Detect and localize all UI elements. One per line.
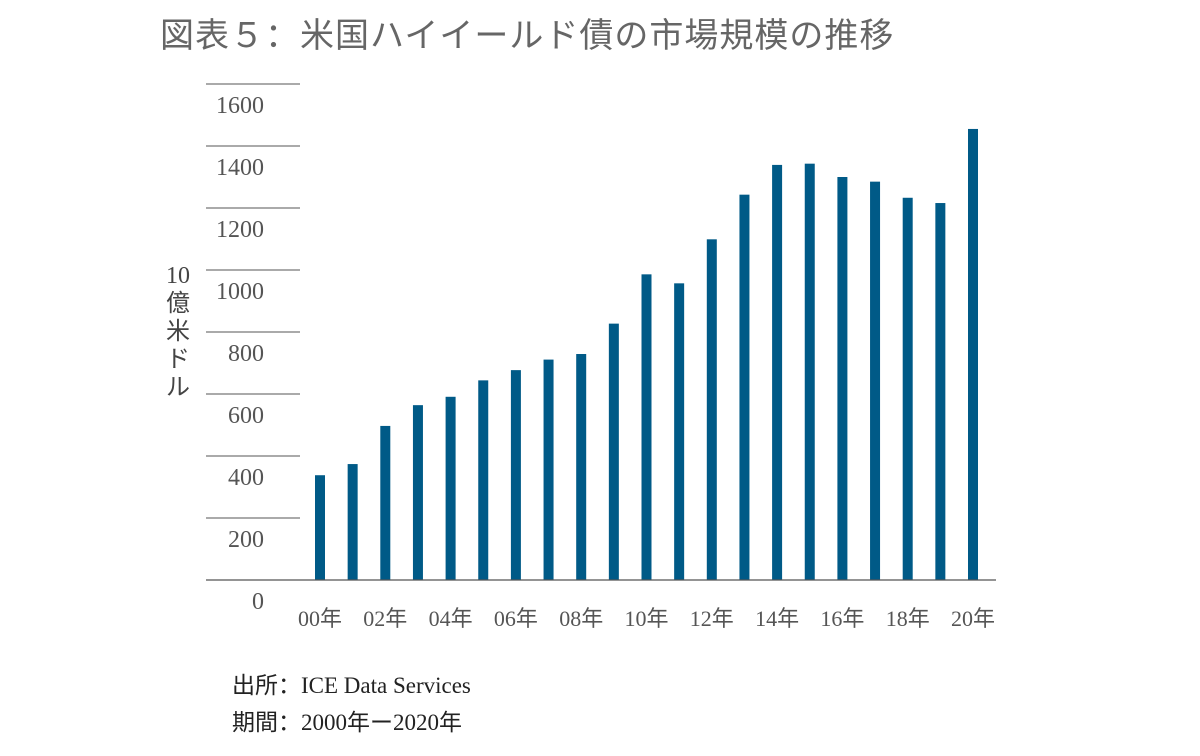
source-note: 出所：ICE Data Services [232, 673, 471, 698]
x-tick-label: 20年 [951, 606, 995, 631]
y-tick-label: 200 [228, 527, 264, 553]
x-tick-label: 00年 [298, 606, 342, 631]
x-tick-label: 16年 [820, 606, 864, 631]
chart-title: 図表５：米国ハイイールド債の市場規模の推移 [160, 18, 895, 55]
period-note: 期間：2000年ー2020年 [232, 710, 462, 735]
bar-19年 [935, 203, 946, 581]
bar-03年 [412, 405, 423, 580]
bar-00年 [315, 475, 325, 580]
y-tick-label: 600 [228, 403, 264, 429]
bar-08年 [576, 354, 587, 580]
bar-09年 [608, 323, 619, 580]
bar-06年 [510, 370, 521, 580]
y-tick-label: 1400 [216, 155, 264, 181]
x-tick-label: 12年 [690, 606, 734, 631]
x-tick-label: 06年 [494, 606, 538, 631]
x-tick-label: 18年 [886, 606, 930, 631]
y-tick-label: 800 [228, 341, 264, 367]
x-tick-label: 08年 [559, 606, 603, 631]
bar-20年 [968, 128, 978, 580]
y-tick-label: 1200 [216, 217, 264, 243]
bar-16年 [837, 177, 848, 580]
bar-11年 [674, 283, 685, 580]
y-axis-label: 10億米ドル [166, 263, 190, 401]
bar-17年 [870, 181, 881, 580]
y-tick-label: 0 [252, 589, 264, 615]
bar-15年 [804, 163, 815, 581]
x-tick-label: 10年 [624, 606, 668, 631]
bar-12年 [706, 239, 717, 580]
x-tick-label: 04年 [429, 606, 473, 631]
y-tick-label: 1600 [216, 93, 264, 119]
bar-04年 [445, 396, 456, 580]
bar-13年 [739, 194, 750, 581]
bar-14年 [772, 164, 783, 580]
y-tick-label: 400 [228, 465, 264, 491]
x-tick-label: 14年 [755, 606, 799, 631]
bar-07年 [543, 359, 554, 580]
x-tick-label: 02年 [363, 606, 407, 631]
bar-10年 [641, 274, 652, 580]
bar-01年 [347, 464, 358, 580]
bar-18年 [902, 197, 913, 580]
bar-05年 [478, 380, 489, 580]
bar-02年 [380, 425, 391, 580]
y-tick-label: 1000 [216, 279, 264, 305]
